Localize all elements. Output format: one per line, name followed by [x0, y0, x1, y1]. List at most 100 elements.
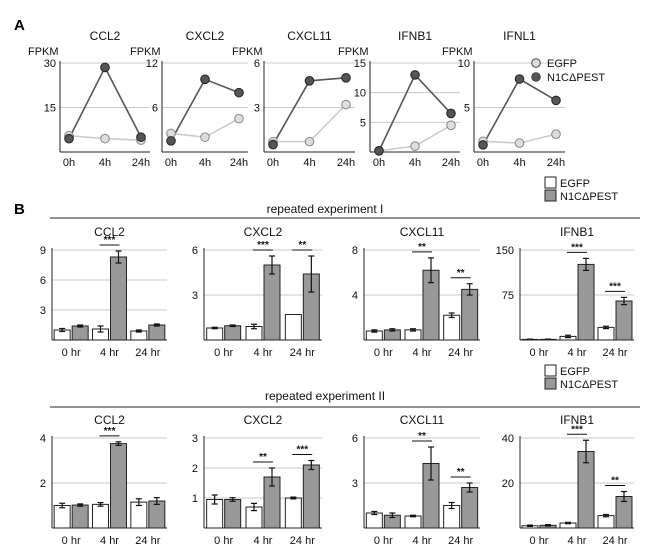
- significance-label: **: [298, 240, 306, 251]
- data-point-n1c: [410, 70, 420, 80]
- panel-label-a: A: [14, 17, 25, 34]
- y-tick-label: 3: [352, 478, 358, 490]
- x-tick-label: 24h: [337, 157, 355, 169]
- legend-b-label: EGFP: [560, 366, 590, 378]
- x-tick-label: 0h: [63, 157, 75, 169]
- legend-b-swatch: [544, 377, 557, 390]
- significance-label: **: [457, 268, 465, 279]
- legend-b-label: EGFP: [560, 178, 590, 190]
- x-tick-label: 4 hr: [254, 347, 273, 359]
- bar-egfp: [206, 327, 224, 341]
- x-tick-label: 0h: [373, 157, 385, 169]
- significance-label: ***: [104, 426, 116, 437]
- x-tick-label: 4 hr: [100, 535, 119, 547]
- chart-title: CXCL2: [244, 225, 283, 239]
- significance-label: ***: [609, 281, 621, 292]
- series-line-n1c: [170, 78, 240, 142]
- data-point-egfp: [234, 113, 244, 124]
- data-point-egfp: [341, 99, 351, 110]
- x-tick-label: 0 hr: [374, 535, 393, 547]
- x-tick-label: 24h: [547, 157, 565, 169]
- legend-b-swatch: [544, 189, 557, 202]
- bar-chart-ifnb1: IFNB1 75 150 0 hr 4 hr 24 hr *** ***: [496, 225, 634, 359]
- x-tick-label: 4h: [513, 157, 525, 169]
- legend-a-marker: [531, 58, 541, 68]
- line-chart-cxcl2: CXCL2 FPKM 6 12 0h 4h 24h: [130, 29, 248, 169]
- x-tick-label: 24 hr: [290, 347, 315, 359]
- bar-egfp: [92, 503, 109, 529]
- data-point-n1c: [478, 140, 488, 150]
- line-chart-ifnb1: IFNB1 FPKM 5 10 15 0h 4h 24h: [338, 29, 460, 169]
- bar-n1c: [148, 500, 166, 529]
- bar-n1c: [110, 443, 127, 529]
- y-tick-label: 20: [502, 478, 514, 490]
- data-point-egfp: [446, 120, 456, 131]
- data-point-n1c: [514, 74, 525, 84]
- y-tick-label: 10: [458, 58, 470, 70]
- chart-title: CXCL11: [400, 225, 445, 239]
- bar-egfp: [597, 326, 615, 341]
- data-point-n1c: [374, 146, 384, 156]
- x-tick-label: 0 hr: [214, 535, 233, 547]
- significance-label: ***: [257, 240, 269, 251]
- line-chart-ccl2: CCL2 FPKM 15 30 0h 4h 24h: [28, 29, 150, 169]
- y-tick-label: 8: [352, 245, 358, 257]
- bar-n1c: [615, 300, 633, 341]
- significance-label: **: [418, 431, 426, 442]
- y-tick-label: 40: [502, 433, 514, 445]
- x-tick-label: 0 hr: [530, 347, 549, 359]
- bar-egfp: [284, 314, 302, 341]
- y-tick-label: 6: [152, 103, 158, 115]
- bar-egfp: [365, 512, 383, 529]
- chart-title: IFNB1: [560, 225, 594, 239]
- experiment-header: repeated experiment I: [267, 202, 384, 216]
- bar-n1c: [577, 263, 595, 341]
- bar-n1c: [71, 325, 89, 341]
- data-point-egfp: [200, 132, 210, 142]
- y-tick-label: 15: [44, 103, 56, 115]
- chart-title: CCL2: [94, 225, 125, 239]
- bar-chart-ccl2: CCL2 3 6 9 0 hr 4 hr 24 hr ***: [40, 225, 167, 359]
- legend-a-label: N1CΔPEST: [547, 72, 605, 84]
- data-point-egfp: [410, 141, 420, 151]
- data-point-egfp: [100, 133, 110, 144]
- y-tick-label: 10: [354, 88, 366, 100]
- data-point-egfp: [551, 129, 561, 139]
- x-tick-label: 24h: [132, 157, 150, 169]
- y-tick-label: 1: [192, 493, 198, 505]
- bar-egfp: [443, 314, 461, 341]
- x-tick-label: 4h: [409, 157, 421, 169]
- data-point-egfp: [304, 136, 315, 147]
- data-point-n1c: [200, 74, 210, 85]
- bar-n1c: [224, 325, 242, 341]
- chart-title: IFNL1: [503, 29, 536, 43]
- data-point-n1c: [166, 136, 176, 146]
- y-axis-label: FPKM: [442, 46, 473, 58]
- bar-n1c: [148, 324, 166, 341]
- data-point-n1c: [268, 139, 278, 150]
- chart-title: CCL2: [94, 413, 125, 427]
- legend-b-swatch: [544, 364, 557, 377]
- x-tick-label: 0h: [165, 157, 177, 169]
- x-tick-label: 4h: [199, 157, 211, 169]
- x-tick-label: 24 hr: [135, 535, 160, 547]
- x-tick-label: 24 hr: [135, 347, 160, 359]
- data-point-n1c: [136, 132, 146, 142]
- y-tick-label: 6: [254, 58, 260, 70]
- y-tick-label: 6: [192, 245, 198, 257]
- y-tick-label: 5: [464, 103, 470, 115]
- line-chart-cxcl11: CXCL11 FPKM 3 6 0h 4h 24h: [232, 29, 355, 169]
- y-tick-label: 15: [354, 58, 366, 70]
- y-tick-label: 150: [496, 245, 514, 257]
- bar-n1c: [461, 288, 479, 341]
- y-tick-label: 75: [502, 290, 514, 302]
- x-tick-label: 0 hr: [214, 347, 233, 359]
- bar-chart-cxcl11: CXCL11 4 8 0 hr 4 hr 24 hr ** **: [352, 225, 480, 359]
- series-line-n1c: [68, 65, 142, 140]
- x-tick-label: 24h: [230, 157, 248, 169]
- bar-n1c: [110, 256, 127, 341]
